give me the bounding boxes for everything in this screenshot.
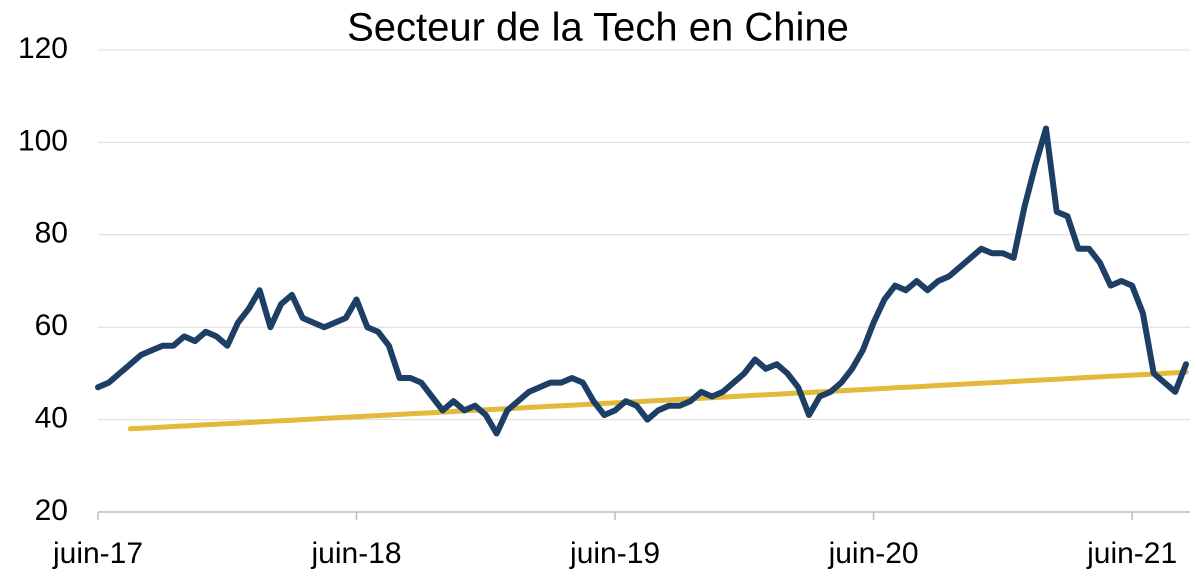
line-series xyxy=(95,125,1189,437)
x-tick-label: juin-17 xyxy=(52,537,143,570)
y-tick-label: 20 xyxy=(35,494,68,527)
y-tick-label: 100 xyxy=(18,124,68,157)
y-tick-label: 60 xyxy=(35,309,68,342)
chart-title: Secteur de la Tech en Chine xyxy=(347,6,849,50)
y-tick-label: 80 xyxy=(35,217,68,250)
y-tick-label: 40 xyxy=(35,402,68,435)
line-series xyxy=(127,369,1189,432)
x-tick-label: juin-18 xyxy=(311,537,402,570)
x-tick-label: juin-19 xyxy=(569,537,660,570)
x-tick-label: juin-21 xyxy=(1086,537,1177,570)
x-tick-label: juin-20 xyxy=(828,537,919,570)
y-tick-label: 120 xyxy=(18,32,68,65)
